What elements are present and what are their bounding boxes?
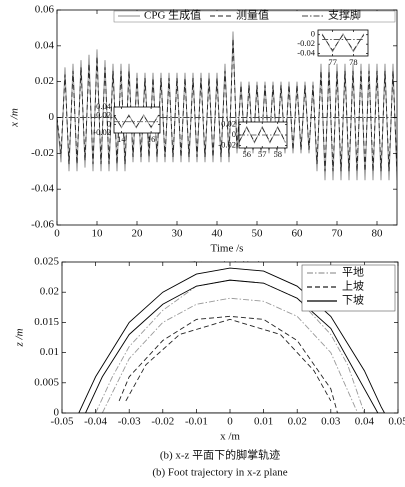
x-tick-label: 14 xyxy=(117,134,126,144)
y-tick-label: -0.02 xyxy=(93,127,111,137)
y-tick-label: -0.06 xyxy=(31,219,54,231)
y-tick-label: 0.02 xyxy=(221,119,236,129)
series-line xyxy=(321,32,365,53)
legend-label: CPG 生成值 xyxy=(144,8,201,22)
x-axis-label: Time /s xyxy=(211,243,244,255)
x-tick-label: 0.05 xyxy=(388,416,405,428)
series-line xyxy=(118,315,338,413)
x-tick-label: 56 xyxy=(242,149,251,159)
x-tick-label: 30 xyxy=(172,228,184,240)
series-line xyxy=(239,125,286,144)
y-tick-label: 0.04 xyxy=(35,39,55,51)
x-tick-label: 0.04 xyxy=(355,416,375,428)
y-tick-label: 0.02 xyxy=(40,286,59,298)
series-line xyxy=(239,126,286,143)
series-line xyxy=(114,113,159,129)
y-tick-label: 0.025 xyxy=(34,256,59,268)
x-tick-label: 50 xyxy=(252,228,264,240)
series-line xyxy=(321,34,365,52)
legend-label: 平地 xyxy=(342,266,364,279)
plot-frame xyxy=(113,106,161,134)
y-axis-label: x /m xyxy=(9,108,21,128)
y-tick-label: 0.04 xyxy=(96,101,112,111)
legend-label: 下坡 xyxy=(342,294,364,307)
y-tick-label: 0 xyxy=(49,111,55,123)
x-axis-label: x /m xyxy=(220,431,240,443)
plot-area xyxy=(114,107,160,133)
x-tick-label: -0.01 xyxy=(185,416,208,428)
x-tick-label: -0.02 xyxy=(151,416,174,428)
legend-label: 支撑脚 xyxy=(328,8,361,22)
x-tick-label: 57 xyxy=(258,149,267,159)
x-tick-label: 77 xyxy=(328,57,337,67)
legend-label: 测量值 xyxy=(236,9,269,22)
x-tick-label: 60 xyxy=(292,228,304,240)
y-tick-label: 0.01 xyxy=(40,346,59,358)
y-tick-label: -0.02 xyxy=(297,38,315,48)
x-tick-label: -0.04 xyxy=(84,416,107,428)
y-tick-label: -0.02 xyxy=(218,139,236,149)
caption: (b) Foot trajectory in x-z plane xyxy=(152,467,287,479)
y-tick-label: 0 xyxy=(311,29,315,39)
series-line xyxy=(78,267,386,413)
x-tick-label: 80 xyxy=(372,228,384,240)
x-tick-label: 70 xyxy=(332,228,344,240)
y-tick-label: 0 xyxy=(232,129,236,139)
x-tick-label: 20 xyxy=(132,228,144,240)
plot-frame xyxy=(317,29,369,57)
y-tick-label: 0.015 xyxy=(34,316,59,328)
y-tick-label: -0.04 xyxy=(31,183,54,195)
x-tick-label: 0 xyxy=(227,416,233,428)
x-tick-label: 16 xyxy=(147,134,156,144)
y-tick-label: 0.06 xyxy=(35,4,55,16)
series-line xyxy=(114,114,159,128)
y-tick-label: 0 xyxy=(54,407,60,419)
y-tick-label: 0.02 xyxy=(35,75,54,87)
y-tick-label: -0.02 xyxy=(31,147,54,159)
legend-box xyxy=(113,10,396,23)
y-tick-label: -0.04 xyxy=(297,48,315,58)
legend-box xyxy=(301,264,396,312)
series-line xyxy=(57,38,397,172)
legend-label: 上坡 xyxy=(342,280,364,293)
x-tick-label: 40 xyxy=(212,228,224,240)
y-tick-label: 0.005 xyxy=(34,376,59,388)
x-tick-label: 58 xyxy=(273,149,282,159)
x-tick-label: 0.01 xyxy=(254,416,273,428)
x-tick-label: 0.02 xyxy=(288,416,307,428)
x-tick-label: 78 xyxy=(349,57,358,67)
y-tick-label: 0.02 xyxy=(96,110,111,120)
y-tick-label: 0 xyxy=(107,118,111,128)
x-tick-label: -0.05 xyxy=(51,416,74,428)
x-tick-label: 0.03 xyxy=(321,416,341,428)
x-tick-label: -0.03 xyxy=(118,416,141,428)
y-axis-label: z /m xyxy=(14,328,26,347)
caption: (b) x-z 平面下的脚掌轨迹 xyxy=(160,448,280,462)
x-tick-label: 0 xyxy=(54,228,60,240)
x-tick-label: 10 xyxy=(92,228,104,240)
